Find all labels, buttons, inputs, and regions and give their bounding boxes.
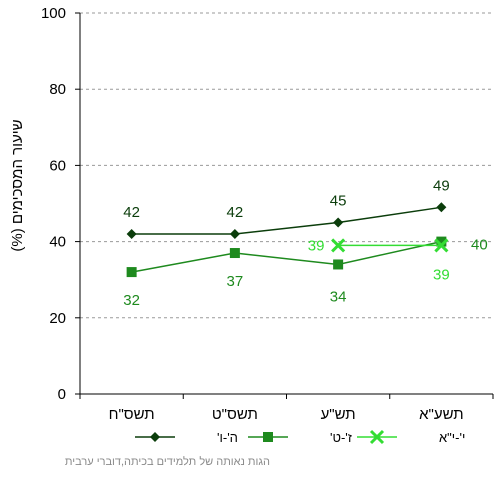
data-label: 39	[433, 266, 450, 283]
data-label: 40	[471, 237, 488, 254]
legend: ה'-ו' ז'-ט' י'-י"א	[135, 429, 465, 445]
data-point	[333, 259, 344, 270]
y-tick-label: 0	[58, 386, 66, 403]
legend-item: י'-י"א	[357, 429, 465, 445]
data-point	[333, 217, 344, 228]
marker-stroke	[434, 238, 449, 253]
legend-marker	[369, 429, 385, 445]
legend-marker	[263, 432, 273, 442]
x-tick-label: תשע"א	[419, 406, 464, 423]
y-tick-label: 40	[49, 234, 66, 251]
data-label: 39	[308, 237, 325, 254]
data-label: 49	[433, 177, 450, 194]
y-tick-label: 20	[49, 310, 66, 327]
y-axis-label: שיעור המסכימים (%)	[9, 119, 26, 251]
data-label: 45	[330, 193, 347, 210]
data-label: 42	[227, 204, 244, 221]
data-point	[436, 202, 447, 213]
data-point	[229, 228, 240, 239]
chart-caption: הגות נאותה של תלמידים בכיתה,דוברי ערבית	[64, 456, 270, 468]
data-label: 32	[123, 292, 140, 309]
data-point	[229, 248, 240, 259]
legend-item: ה'-ו'	[135, 430, 238, 445]
data-label: 37	[227, 273, 244, 290]
legend-item: ז'-ט'	[248, 430, 353, 445]
data-point	[331, 238, 346, 253]
y-tick-label: 80	[49, 81, 66, 98]
y-tick-label: 100	[41, 5, 66, 22]
y-tick-label: 60	[49, 157, 66, 174]
legend-marker	[150, 432, 160, 442]
legend-label: י'-י"א	[439, 430, 465, 445]
series-3: 39 39	[308, 237, 450, 283]
data-point	[436, 236, 447, 247]
data-label: 34	[330, 288, 347, 305]
data-point	[126, 228, 137, 239]
series-line	[131, 240, 442, 273]
marker-stroke	[331, 238, 346, 253]
series-line	[131, 206, 442, 235]
data-point	[434, 238, 449, 253]
marker-stroke	[369, 429, 385, 445]
x-tick-label: תשס"ט	[212, 406, 258, 423]
series-2: 32 37 34 40	[123, 236, 488, 309]
series-1: 42 42 45 49	[123, 177, 450, 239]
x-tick-label: תש"ע	[321, 406, 356, 423]
x-tick-label: תשס"ח	[109, 406, 155, 423]
legend-label: ז'-ט'	[330, 430, 353, 445]
legend-label: ה'-ו'	[217, 430, 238, 445]
data-point	[126, 267, 137, 278]
data-label: 42	[123, 204, 140, 221]
